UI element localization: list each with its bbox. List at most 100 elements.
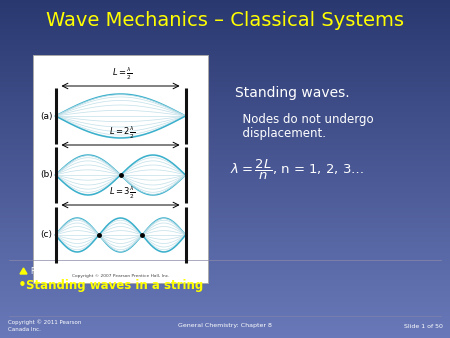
Bar	[0, 203, 450, 204]
Bar	[0, 195, 450, 196]
Bar	[0, 221, 450, 222]
Bar	[0, 48, 450, 49]
Bar	[0, 239, 450, 240]
Bar	[0, 228, 450, 229]
Bar	[0, 142, 450, 143]
Bar	[0, 335, 450, 336]
Bar	[0, 78, 450, 79]
Bar	[0, 308, 450, 309]
Bar	[0, 312, 450, 313]
Bar	[0, 188, 450, 189]
Bar	[0, 241, 450, 242]
Bar	[0, 11, 450, 12]
Bar	[0, 321, 450, 322]
Bar	[0, 73, 450, 74]
Bar	[0, 54, 450, 55]
Bar	[0, 212, 450, 213]
Bar	[0, 130, 450, 131]
Bar	[0, 6, 450, 7]
Bar	[0, 63, 450, 64]
Bar	[0, 75, 450, 76]
Bar	[0, 64, 450, 65]
Bar	[0, 282, 450, 283]
Bar	[0, 101, 450, 102]
Bar	[0, 201, 450, 202]
Bar	[0, 166, 450, 167]
Bar	[0, 165, 450, 166]
Bar	[0, 72, 450, 73]
Bar	[0, 116, 450, 117]
Bar	[0, 158, 450, 159]
Bar	[0, 156, 450, 157]
Bar	[0, 198, 450, 199]
Bar	[0, 2, 450, 3]
Bar	[0, 124, 450, 125]
Bar	[0, 269, 450, 270]
Bar	[0, 81, 450, 82]
Bar	[0, 157, 450, 158]
Bar	[0, 266, 450, 267]
Bar	[0, 292, 450, 293]
Bar	[0, 235, 450, 236]
Bar	[0, 223, 450, 224]
Bar	[0, 13, 450, 14]
Bar	[0, 108, 450, 109]
Bar	[0, 172, 450, 173]
Bar	[0, 83, 450, 84]
Bar	[0, 109, 450, 110]
Bar	[0, 272, 450, 273]
Bar	[0, 119, 450, 120]
Bar	[0, 150, 450, 151]
Bar	[0, 80, 450, 81]
Bar	[0, 291, 450, 292]
Bar	[0, 290, 450, 291]
Bar	[0, 39, 450, 40]
Bar	[0, 60, 450, 61]
Bar	[0, 219, 450, 220]
Bar	[0, 185, 450, 186]
Bar	[0, 247, 450, 248]
Bar	[0, 237, 450, 238]
Bar	[0, 297, 450, 298]
Text: General Chemistry: Chapter 8: General Chemistry: Chapter 8	[178, 323, 272, 329]
Bar	[0, 222, 450, 223]
Bar	[0, 273, 450, 274]
Bar	[0, 70, 450, 71]
Bar	[0, 261, 450, 262]
Bar	[0, 92, 450, 93]
Bar	[0, 232, 450, 233]
Bar	[0, 162, 450, 163]
Bar	[0, 260, 450, 261]
Bar	[0, 210, 450, 211]
Bar	[0, 180, 450, 181]
Bar	[0, 52, 450, 53]
Bar	[0, 310, 450, 311]
Bar	[0, 67, 450, 68]
Bar	[0, 173, 450, 174]
Bar	[0, 127, 450, 128]
Bar	[0, 105, 450, 106]
Bar	[0, 211, 450, 212]
Bar	[0, 189, 450, 190]
Text: Copyright © 2011 Pearson
Canada Inc.: Copyright © 2011 Pearson Canada Inc.	[8, 320, 81, 332]
Bar	[0, 53, 450, 54]
Bar	[0, 303, 450, 304]
Bar	[0, 104, 450, 105]
Bar	[0, 251, 450, 252]
Polygon shape	[20, 268, 27, 274]
Bar	[0, 177, 450, 178]
Bar	[0, 197, 450, 198]
Bar	[0, 316, 450, 317]
Bar	[0, 84, 450, 85]
Bar	[0, 248, 450, 249]
Bar	[0, 138, 450, 139]
Bar	[0, 262, 450, 263]
Bar	[0, 22, 450, 23]
Bar	[0, 255, 450, 256]
Bar	[0, 144, 450, 145]
Bar	[0, 206, 450, 207]
Bar	[0, 134, 450, 135]
Bar	[0, 192, 450, 193]
Bar	[0, 71, 450, 72]
Bar	[0, 330, 450, 331]
